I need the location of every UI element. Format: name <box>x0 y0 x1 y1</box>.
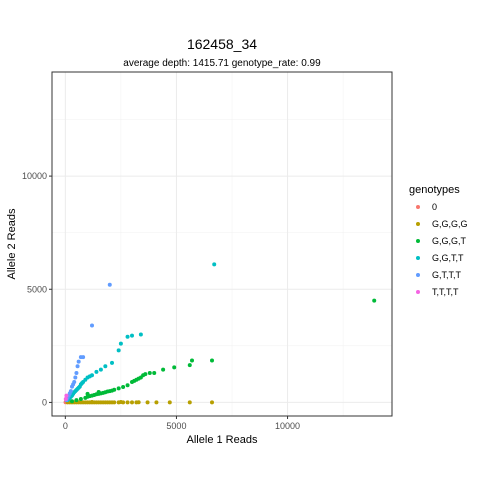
data-point <box>212 262 217 267</box>
legend-key <box>416 256 420 260</box>
chart-subtitle: average depth: 1415.71 genotype_rate: 0.… <box>123 58 321 69</box>
data-point <box>121 385 126 390</box>
data-point <box>63 397 68 402</box>
data-point <box>94 369 99 374</box>
data-point <box>136 400 141 405</box>
legend-label: G,G,G,T <box>432 236 467 246</box>
legend-label: G,G,G,G <box>432 219 468 229</box>
data-point <box>125 383 130 388</box>
legend-item: T,T,T,T <box>416 287 459 297</box>
data-point <box>167 400 172 405</box>
x-axis-title: Allele 1 Reads <box>187 434 258 446</box>
data-point <box>147 371 152 375</box>
data-point <box>103 364 108 369</box>
data-point <box>116 348 121 353</box>
data-point <box>152 371 157 375</box>
data-point <box>90 399 94 404</box>
data-point <box>125 400 130 405</box>
data-point <box>118 341 123 346</box>
data-point <box>74 398 79 403</box>
data-point <box>110 360 114 365</box>
data-point <box>130 333 134 338</box>
data-point <box>116 386 121 391</box>
legend-item: G,G,T,T <box>416 253 464 263</box>
data-point <box>78 397 83 402</box>
y-axis-title: Allele 2 Reads <box>6 208 18 279</box>
data-point <box>187 363 192 368</box>
data-point <box>190 358 194 363</box>
data-point <box>154 400 159 405</box>
data-point <box>74 371 79 375</box>
data-point <box>372 298 377 303</box>
data-point <box>70 399 74 404</box>
data-point <box>187 400 192 405</box>
chart-title: 162458_34 <box>187 36 257 52</box>
data-point <box>73 375 78 380</box>
legend-item: 0 <box>416 202 437 212</box>
legend: 0 G,G,G,G G,G,G,T G,G,T,T G,T,T,T T,T,T,T <box>416 202 468 297</box>
data-point <box>85 391 90 396</box>
data-point <box>90 373 94 378</box>
legend-key <box>416 239 420 243</box>
x-tick-label: 10000 <box>275 421 300 431</box>
data-point <box>98 367 103 372</box>
plot-panel <box>51 71 393 417</box>
data-point <box>130 400 134 405</box>
data-point <box>143 372 148 377</box>
legend-label: 0 <box>432 202 437 212</box>
data-point <box>96 390 101 395</box>
legend-label: T,T,T,T <box>432 287 459 297</box>
data-point <box>125 334 130 339</box>
data-points <box>63 262 377 405</box>
axis-ticks: 0 5000 10000 0 5000 10000 <box>22 171 300 431</box>
data-point <box>81 355 86 360</box>
plot-border <box>51 71 393 417</box>
data-point <box>118 399 123 404</box>
legend-item: G,G,G,G <box>416 219 468 229</box>
x-tick-label: 5000 <box>166 421 186 431</box>
data-point <box>75 364 80 369</box>
data-point <box>90 323 94 328</box>
data-point <box>210 400 214 405</box>
legend-key <box>416 273 420 277</box>
series-gggt <box>70 298 377 404</box>
data-point <box>76 359 81 364</box>
data-point <box>210 358 214 363</box>
grid <box>52 72 392 416</box>
data-point <box>112 387 117 392</box>
legend-key <box>416 290 420 294</box>
legend-label: G,G,T,T <box>432 253 464 263</box>
data-point <box>145 400 150 405</box>
data-point <box>107 282 112 287</box>
legend-title: genotypes <box>409 184 460 196</box>
legend-key <box>416 205 420 209</box>
legend-item: G,T,T,T <box>416 270 462 280</box>
y-tick-label: 0 <box>42 397 47 407</box>
y-tick-label: 10000 <box>22 171 47 181</box>
y-tick-label: 5000 <box>27 284 47 294</box>
x-tick-label: 0 <box>63 421 68 431</box>
data-point <box>68 389 73 394</box>
data-point <box>138 332 143 337</box>
data-point <box>172 365 177 370</box>
data-point <box>112 400 117 405</box>
legend-key <box>416 222 420 226</box>
legend-label: G,T,T,T <box>432 270 462 280</box>
legend-item: G,G,G,T <box>416 236 467 246</box>
data-point <box>161 367 166 372</box>
data-point <box>64 393 69 398</box>
data-point <box>72 380 77 385</box>
series-tttt <box>63 393 69 402</box>
